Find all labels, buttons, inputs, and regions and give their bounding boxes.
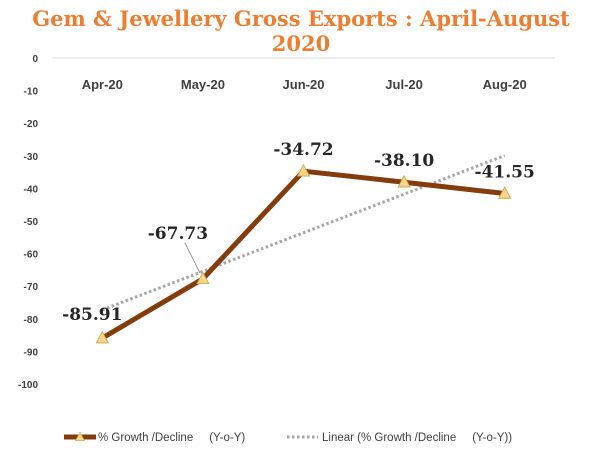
data-label-leader	[184, 242, 201, 273]
legend-trend-label: Linear (% Growth /Decline (Y-o-Y))	[322, 432, 512, 444]
legend-series-marker	[75, 431, 85, 441]
series-line	[101, 168, 505, 341]
legend-series-label: % Growth /Decline (Y-o-Y)	[98, 432, 245, 444]
x-category-label: Apr-20	[82, 77, 123, 92]
y-tick-label: -60	[24, 250, 39, 261]
legend: % Growth /Decline (Y-o-Y) Linear (% Grow…	[64, 431, 512, 444]
data-label: -85.91	[62, 305, 122, 325]
data-point-marker	[397, 174, 411, 188]
chart-title: Gem & Jewellery Gross Exports : April-Au…	[32, 6, 570, 56]
x-category-label: Aug-20	[483, 77, 527, 92]
y-tick-label: 0	[32, 54, 38, 65]
y-tick-label: -50	[24, 217, 39, 228]
series-layer	[95, 163, 512, 344]
data-point-marker	[196, 271, 210, 285]
y-tick-label: -80	[24, 315, 39, 326]
data-point-marker	[498, 186, 512, 199]
data-label: -34.72	[273, 140, 333, 160]
data-label: -67.73	[148, 224, 208, 244]
y-tick-label: -40	[24, 184, 39, 195]
y-tick-label: -30	[24, 152, 39, 163]
x-category-label: Jul-20	[385, 77, 423, 92]
trendline	[101, 154, 506, 312]
y-tick-label: -100	[18, 380, 38, 391]
data-point-marker	[296, 163, 311, 177]
y-axis: 0 -10 -20 -30 -40 -50 -60 -70 -80 -90 -100	[18, 54, 38, 391]
x-category-label: Jun-20	[283, 77, 325, 92]
data-label: -38.10	[374, 151, 434, 171]
data-label: -41.55	[475, 162, 535, 182]
data-labels: -85.91 -67.73 -34.72 -38.10 -41.55	[62, 140, 535, 325]
x-category-label: May-20	[181, 77, 225, 92]
data-point-marker	[95, 330, 109, 344]
x-axis: Apr-20 May-20 Jun-20 Jul-20 Aug-20	[82, 77, 527, 92]
y-tick-label: -20	[24, 119, 39, 130]
y-tick-label: -10	[24, 87, 39, 98]
y-tick-label: -70	[24, 282, 39, 293]
y-tick-label: -90	[24, 347, 39, 358]
trendline-layer	[101, 154, 506, 312]
